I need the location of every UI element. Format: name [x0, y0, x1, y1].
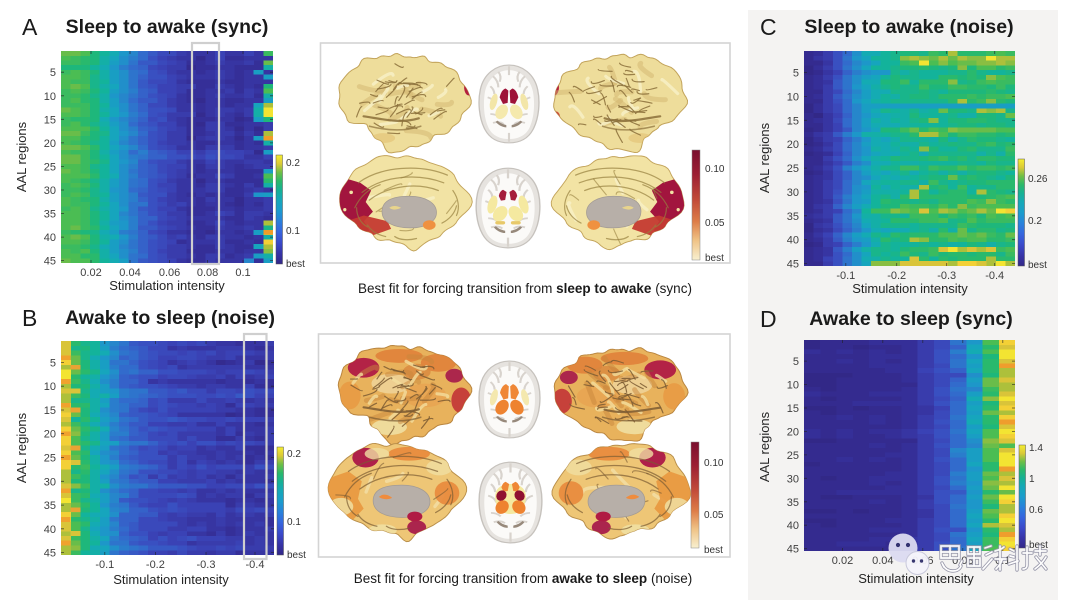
- svg-text:1.4: 1.4: [1029, 443, 1043, 454]
- svg-text:-0.1: -0.1: [836, 270, 855, 282]
- svg-text:15: 15: [787, 115, 799, 127]
- svg-text:25: 25: [787, 163, 799, 175]
- svg-text:0.2: 0.2: [287, 449, 301, 460]
- svg-text:5: 5: [793, 68, 799, 80]
- svg-text:45: 45: [44, 548, 56, 560]
- svg-text:Stimulation intensity: Stimulation intensity: [113, 572, 229, 587]
- svg-text:45: 45: [787, 259, 799, 271]
- svg-text:40: 40: [44, 524, 56, 536]
- svg-text:0.04: 0.04: [872, 555, 893, 567]
- svg-text:Sleep to awake (noise): Sleep to awake (noise): [804, 16, 1013, 38]
- svg-text:10: 10: [787, 380, 799, 392]
- svg-text:AAL regions: AAL regions: [14, 412, 29, 483]
- svg-text:best: best: [286, 259, 305, 270]
- svg-text:5: 5: [793, 356, 799, 368]
- svg-text:0.05: 0.05: [705, 218, 725, 229]
- svg-text:Stimulation intensity: Stimulation intensity: [852, 281, 968, 296]
- svg-text:Best fit for forcing transitio: Best fit for forcing transition from awa…: [354, 571, 692, 586]
- svg-text:10: 10: [44, 91, 56, 103]
- svg-text:15: 15: [44, 114, 56, 126]
- svg-text:0.2: 0.2: [1028, 216, 1042, 227]
- svg-text:35: 35: [787, 497, 799, 509]
- svg-text:25: 25: [44, 161, 56, 173]
- svg-text:30: 30: [787, 473, 799, 485]
- svg-text:25: 25: [787, 450, 799, 462]
- svg-text:30: 30: [44, 476, 56, 488]
- svg-text:best: best: [1028, 260, 1047, 271]
- svg-text:1: 1: [1029, 474, 1035, 485]
- svg-text:D: D: [760, 306, 777, 332]
- svg-text:35: 35: [787, 211, 799, 223]
- svg-text:15: 15: [44, 405, 56, 417]
- svg-text:40: 40: [787, 520, 799, 532]
- svg-text:35: 35: [44, 500, 56, 512]
- svg-text:best: best: [287, 550, 306, 561]
- svg-text:0.2: 0.2: [286, 158, 300, 169]
- svg-text:10: 10: [44, 381, 56, 393]
- svg-text:20: 20: [44, 138, 56, 150]
- svg-text:10: 10: [787, 91, 799, 103]
- svg-text:45: 45: [44, 256, 56, 268]
- svg-text:20: 20: [787, 426, 799, 438]
- svg-text:best: best: [705, 253, 724, 264]
- svg-text:Best fit for forcing transitio: Best fit for forcing transition from sle…: [358, 281, 692, 296]
- svg-text:30: 30: [787, 187, 799, 199]
- svg-text:Stimulation intensity: Stimulation intensity: [109, 278, 225, 293]
- svg-text:C: C: [760, 14, 777, 40]
- svg-text:-0.1: -0.1: [95, 559, 114, 571]
- svg-text:-0.4: -0.4: [985, 270, 1004, 282]
- svg-text:45: 45: [787, 544, 799, 556]
- svg-text:Sleep to awake (sync): Sleep to awake (sync): [66, 16, 269, 38]
- svg-text:-0.2: -0.2: [887, 270, 906, 282]
- svg-text:-0.2: -0.2: [146, 559, 165, 571]
- svg-text:20: 20: [787, 139, 799, 151]
- svg-text:40: 40: [44, 232, 56, 244]
- svg-text:-0.3: -0.3: [197, 559, 216, 571]
- svg-text:15: 15: [787, 403, 799, 415]
- svg-text:-0.3: -0.3: [937, 270, 956, 282]
- svg-text:0.1: 0.1: [235, 267, 250, 279]
- svg-text:Awake to sleep (sync): Awake to sleep (sync): [809, 308, 1012, 330]
- svg-text:AAL regions: AAL regions: [757, 411, 772, 482]
- svg-text:0.05: 0.05: [704, 510, 724, 521]
- svg-text:0.26: 0.26: [1028, 174, 1048, 185]
- svg-text:0.02: 0.02: [80, 267, 101, 279]
- svg-text:-0.4: -0.4: [246, 559, 265, 571]
- svg-text:0.1: 0.1: [286, 226, 300, 237]
- svg-text:0.08: 0.08: [197, 267, 218, 279]
- svg-text:30: 30: [44, 185, 56, 197]
- svg-text:35: 35: [44, 209, 56, 221]
- svg-text:A: A: [22, 14, 38, 40]
- svg-text:5: 5: [50, 357, 56, 369]
- svg-text:25: 25: [44, 453, 56, 465]
- svg-text:AAL regions: AAL regions: [757, 122, 772, 193]
- svg-text:0.10: 0.10: [705, 164, 725, 175]
- svg-text:0.1: 0.1: [287, 517, 301, 528]
- svg-text:AAL regions: AAL regions: [14, 121, 29, 192]
- svg-text:0.02: 0.02: [832, 555, 853, 567]
- svg-text:Awake to sleep (noise): Awake to sleep (noise): [65, 307, 275, 329]
- svg-text:0.10: 0.10: [704, 458, 724, 469]
- svg-text:Stimulation intensity: Stimulation intensity: [858, 571, 974, 586]
- svg-text:5: 5: [50, 67, 56, 79]
- svg-text:0.06: 0.06: [159, 267, 180, 279]
- svg-text:20: 20: [44, 429, 56, 441]
- svg-text:40: 40: [787, 235, 799, 247]
- svg-text:0.6: 0.6: [1029, 505, 1043, 516]
- svg-text:0.04: 0.04: [119, 267, 140, 279]
- svg-text:best: best: [704, 545, 723, 556]
- svg-text:B: B: [22, 305, 37, 331]
